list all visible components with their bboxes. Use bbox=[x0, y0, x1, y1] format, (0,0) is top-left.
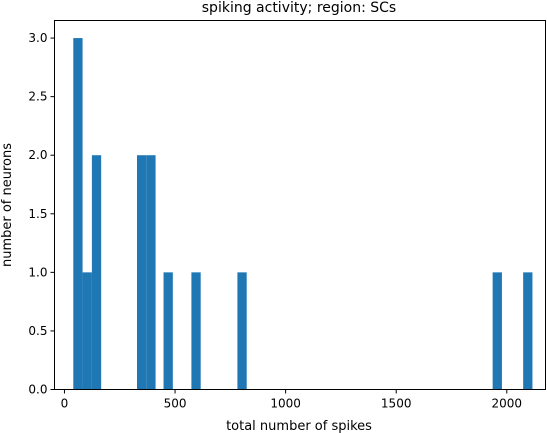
histogram-bar-0 bbox=[73, 38, 83, 390]
x-tick-label: 0 bbox=[61, 397, 69, 411]
y-axis-ticks: 0.0 0.5 1.0 1.5 2.0 2.5 3.0 bbox=[28, 31, 55, 397]
histogram-bar-9 bbox=[523, 272, 533, 390]
histogram-bar-3 bbox=[136, 155, 147, 390]
chart-title: spiking activity; region: SCs bbox=[202, 0, 396, 16]
y-axis-label: number of neurons bbox=[0, 143, 15, 267]
x-tick-label: 1500 bbox=[381, 397, 412, 411]
x-tick-label: 1000 bbox=[270, 397, 301, 411]
x-axis-label: total number of spikes bbox=[226, 419, 372, 433]
histogram-bar-6 bbox=[191, 272, 201, 390]
x-tick-label: 2000 bbox=[492, 397, 523, 411]
histogram-bar-2 bbox=[91, 155, 102, 390]
histogram-bar-4 bbox=[146, 155, 156, 390]
y-tick-label: 2.5 bbox=[28, 90, 47, 104]
bars-group bbox=[73, 38, 533, 390]
x-tick-label: 500 bbox=[164, 397, 187, 411]
y-tick-label: 1.5 bbox=[28, 207, 47, 221]
y-tick-label: 0.0 bbox=[28, 383, 47, 397]
histogram-bar-8 bbox=[492, 272, 502, 390]
y-tick-label: 1.0 bbox=[28, 265, 47, 279]
histogram-bar-5 bbox=[163, 272, 173, 390]
histogram-bar-1 bbox=[82, 272, 92, 390]
y-tick-label: 3.0 bbox=[28, 31, 47, 45]
y-tick-label: 2.0 bbox=[28, 148, 47, 162]
histogram-bar-7 bbox=[237, 272, 247, 390]
plot-frame bbox=[54, 20, 546, 390]
y-tick-label: 0.5 bbox=[28, 324, 47, 338]
x-axis-ticks: 0 500 1000 1500 2000 bbox=[61, 389, 523, 411]
